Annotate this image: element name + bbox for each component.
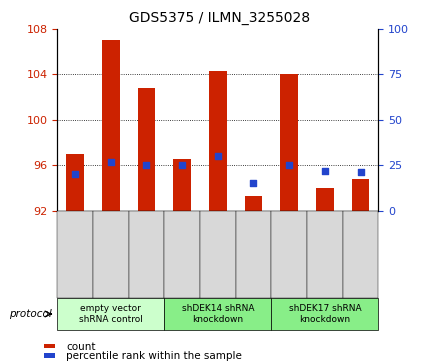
Text: count: count: [66, 342, 95, 352]
Text: GDS5375 / ILMN_3255028: GDS5375 / ILMN_3255028: [129, 11, 311, 25]
Bar: [280, 74, 298, 211]
Bar: [138, 88, 155, 211]
Bar: [245, 196, 262, 211]
Point: [286, 162, 293, 168]
Text: protocol: protocol: [9, 309, 51, 319]
Bar: [173, 159, 191, 211]
Point: [179, 162, 186, 168]
Text: shDEK17 shRNA
knockdown: shDEK17 shRNA knockdown: [289, 304, 361, 324]
Point: [107, 159, 114, 164]
Point: [214, 153, 221, 159]
Bar: [66, 154, 84, 211]
Text: shDEK14 shRNA
knockdown: shDEK14 shRNA knockdown: [182, 304, 254, 324]
Point: [72, 171, 79, 177]
Bar: [316, 188, 334, 211]
Text: percentile rank within the sample: percentile rank within the sample: [66, 351, 242, 361]
Bar: [209, 71, 227, 211]
Bar: [352, 179, 370, 211]
Text: empty vector
shRNA control: empty vector shRNA control: [79, 304, 143, 324]
Point: [357, 170, 364, 175]
Point: [321, 168, 328, 174]
Bar: [102, 40, 120, 211]
Point: [143, 162, 150, 168]
Point: [250, 180, 257, 186]
